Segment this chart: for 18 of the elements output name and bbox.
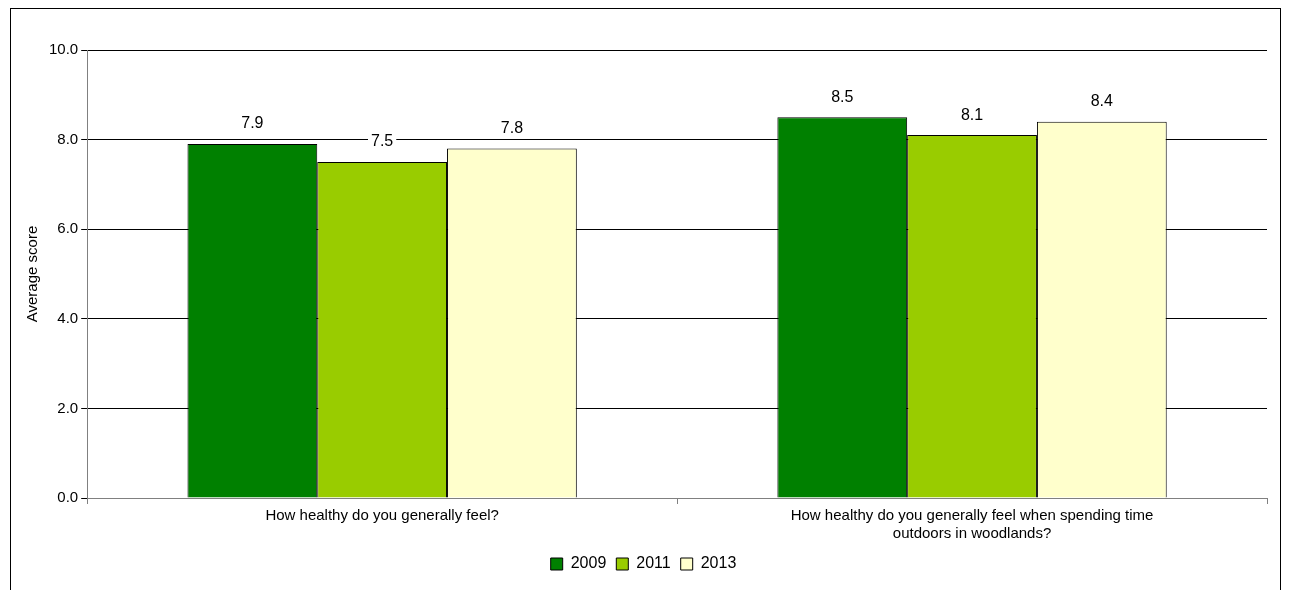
legend-label: 2009 [570,554,607,572]
y-tick-label: 2.0 [57,398,79,416]
data-label: 8.1 [960,105,984,123]
y-tick-label: 0.0 [57,488,79,506]
data-label: 7.9 [241,114,264,132]
y-axis-title: Average score [23,225,41,323]
legend-label: 2013 [700,554,737,572]
data-label: 7.5 [371,132,394,150]
y-tick-label: 4.0 [57,308,79,326]
y-tick-label: 8.0 [57,129,79,147]
x-tick-label: How healthy do you generally feel? [265,506,499,524]
y-tick-label: 6.0 [57,219,79,237]
y-tick-label: 10.0 [48,40,79,58]
data-label: 8.5 [831,87,854,105]
data-label: 7.8 [500,118,524,136]
data-label: 8.4 [1090,92,1114,110]
legend-label: 2011 [636,554,671,572]
x-tick-label: How healthy do you generally feel when spending time outdoors in woodlands? [790,506,1154,542]
